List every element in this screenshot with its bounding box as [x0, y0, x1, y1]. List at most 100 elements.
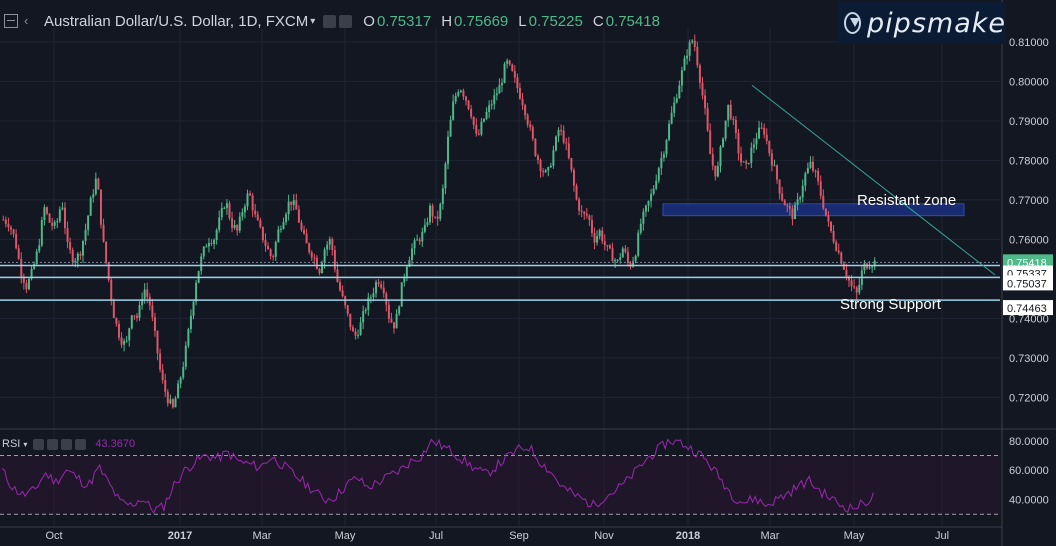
candle-body	[665, 139, 668, 155]
candle-body	[354, 331, 357, 336]
candle-body	[472, 116, 475, 125]
candle-body	[629, 262, 632, 267]
candle-body	[868, 267, 871, 269]
candle-body	[56, 221, 59, 223]
settings-icon[interactable]	[33, 438, 45, 450]
candle-body	[570, 158, 573, 171]
candle-body	[46, 207, 48, 214]
rsi-title[interactable]: RSI	[2, 438, 21, 450]
candle-body	[536, 155, 539, 161]
candle-body	[809, 161, 812, 168]
candle-body	[156, 330, 159, 354]
candle-body	[781, 193, 784, 201]
caret-down-icon[interactable]: ▾	[310, 15, 316, 27]
candle-body	[187, 329, 190, 346]
candle-body	[66, 228, 69, 243]
candle-body	[709, 130, 712, 155]
candle-body	[755, 138, 758, 145]
rsi-tick-label: 40.0000	[1009, 495, 1049, 507]
candle-body	[259, 220, 262, 227]
chevron-left-icon[interactable]: ‹	[24, 13, 29, 28]
candle-body	[763, 127, 766, 135]
candle-body	[488, 105, 491, 113]
candle-body	[215, 229, 218, 241]
candle-body	[842, 263, 845, 270]
candle-body	[578, 199, 581, 211]
candle-body	[377, 282, 380, 285]
candle-body	[79, 253, 82, 256]
candle-body	[164, 380, 167, 392]
price-tag	[1003, 300, 1053, 316]
candle-body	[639, 223, 642, 233]
candle-body	[349, 313, 352, 328]
collapse-icon[interactable]	[4, 14, 18, 28]
candle-body	[159, 353, 162, 370]
candle-body	[706, 108, 709, 131]
candle-body	[15, 233, 18, 249]
candle-body	[483, 118, 485, 122]
candle-body	[61, 207, 64, 210]
candle-body	[745, 161, 748, 164]
candle-body	[642, 211, 645, 224]
candle-body	[362, 311, 365, 323]
candle-body	[279, 228, 282, 230]
candle-body	[177, 383, 180, 399]
caret-down-icon[interactable]: ▾	[23, 439, 28, 449]
candle-body	[673, 102, 676, 113]
candle-body	[848, 276, 850, 281]
candle-body	[243, 206, 246, 213]
candle-body	[716, 166, 719, 177]
candle-body	[544, 170, 547, 173]
candle-body	[441, 188, 444, 204]
candle-body	[729, 104, 732, 119]
candle-body	[169, 399, 172, 404]
open-value: 0.75317	[376, 12, 432, 30]
candle-body	[2, 219, 5, 221]
candle-body	[264, 240, 267, 247]
candle-body	[493, 95, 496, 105]
plus-icon[interactable]	[61, 438, 73, 450]
candle-body	[261, 226, 264, 241]
candle-body	[308, 243, 311, 253]
candle-body	[398, 306, 401, 314]
candle-body	[768, 141, 771, 154]
candle-body	[225, 203, 228, 208]
gear-icon[interactable]	[47, 438, 59, 450]
symbol-title[interactable]: Australian Dollar/U.S. Dollar, 1D, FXCM	[44, 12, 309, 30]
candle-body	[51, 222, 54, 226]
logo-text: pipsmake	[867, 7, 1006, 39]
candle-body	[796, 199, 799, 205]
candle-body	[470, 109, 473, 117]
candle-body	[444, 163, 447, 189]
low-label: L	[518, 12, 527, 30]
candle-body	[357, 335, 360, 337]
candle-body	[115, 317, 118, 324]
candle-body	[207, 243, 210, 247]
candle-body	[770, 153, 773, 166]
candle-body	[411, 248, 413, 261]
candle-body	[22, 276, 25, 283]
candle-body	[495, 93, 498, 96]
candle-body	[462, 90, 465, 97]
candle-body	[295, 200, 298, 210]
candle-body	[423, 224, 426, 232]
candle-body	[277, 229, 280, 243]
candle-body	[220, 208, 223, 218]
candle-body	[822, 195, 825, 209]
candle-body	[408, 260, 411, 267]
candle-body	[231, 218, 234, 228]
candle-body	[817, 170, 820, 182]
candle-body	[750, 147, 753, 164]
candle-body	[747, 163, 750, 165]
settings-icon[interactable]	[323, 14, 337, 28]
candle-body	[678, 85, 681, 99]
gear-icon[interactable]	[339, 14, 353, 28]
candle-body	[421, 231, 424, 242]
candle-body	[740, 153, 743, 163]
candle-body	[511, 64, 514, 71]
close-icon[interactable]	[75, 438, 87, 450]
x-tick-label: Mar	[761, 530, 780, 542]
candle-body	[20, 258, 23, 277]
candle-body	[647, 200, 650, 206]
